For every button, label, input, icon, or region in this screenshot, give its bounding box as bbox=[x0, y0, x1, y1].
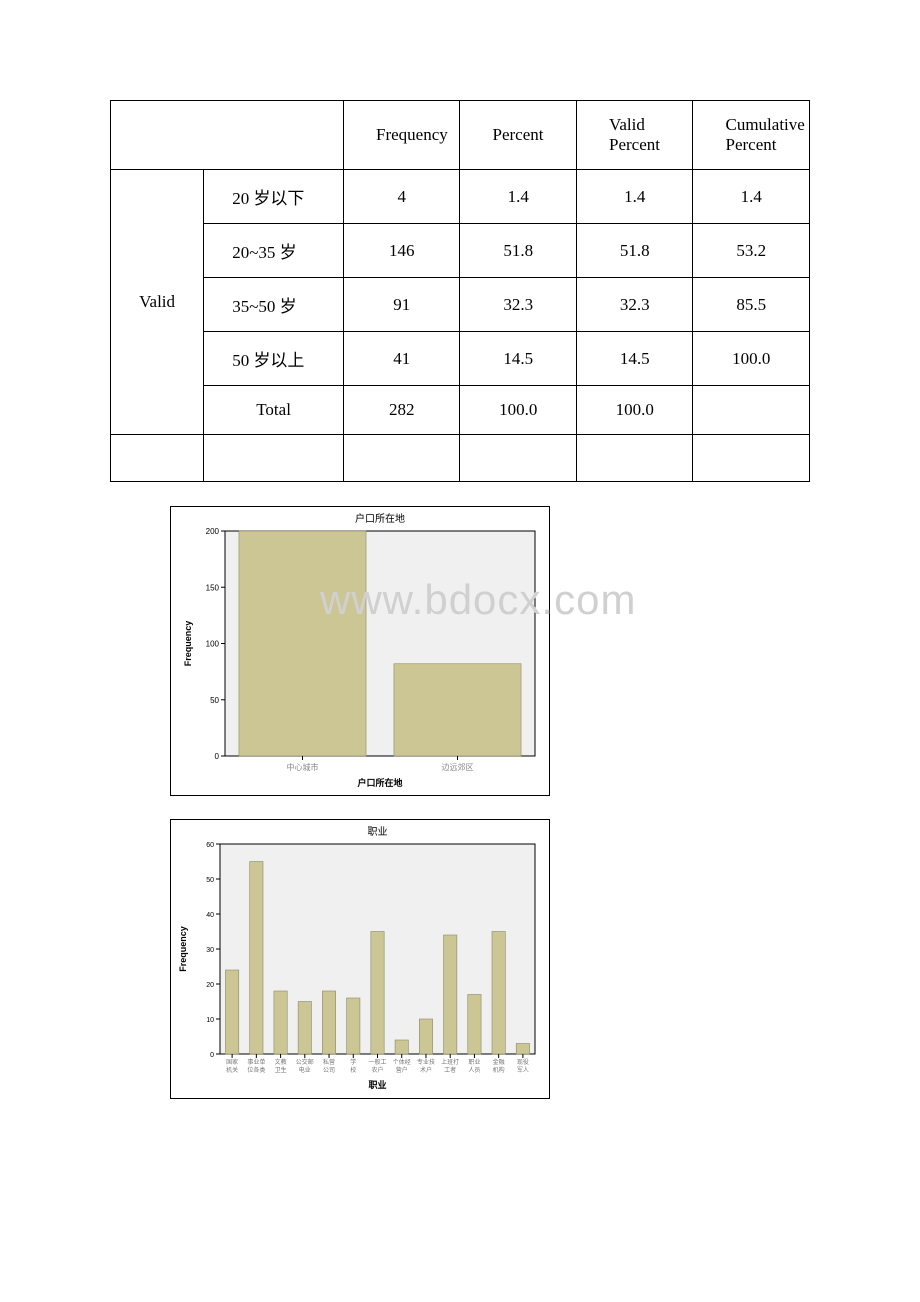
svg-text:0: 0 bbox=[210, 1052, 214, 1059]
valid-label: Valid bbox=[111, 170, 204, 435]
svg-text:术户: 术户 bbox=[420, 1066, 432, 1074]
svg-text:公司: 公司 bbox=[323, 1067, 335, 1074]
svg-text:0: 0 bbox=[215, 752, 220, 761]
svg-text:私营: 私营 bbox=[323, 1058, 335, 1066]
svg-text:10: 10 bbox=[206, 1017, 214, 1024]
cell-freq: 146 bbox=[343, 224, 460, 278]
svg-text:现役: 现役 bbox=[517, 1058, 529, 1066]
svg-text:职业: 职业 bbox=[468, 1058, 480, 1066]
document-page: Frequency Percent Valid Percent Cumulati… bbox=[0, 0, 920, 1164]
col-percent: Percent bbox=[460, 101, 577, 170]
svg-text:专业技: 专业技 bbox=[417, 1058, 435, 1066]
frequency-table: Frequency Percent Valid Percent Cumulati… bbox=[110, 100, 810, 482]
svg-text:户口所在地: 户口所在地 bbox=[355, 512, 405, 525]
cell-freq: 4 bbox=[343, 170, 460, 224]
svg-text:边远郊区: 边远郊区 bbox=[442, 762, 474, 772]
svg-text:Frequency: Frequency bbox=[178, 926, 188, 972]
svg-text:40: 40 bbox=[206, 912, 214, 919]
table-row: Valid 20 岁以下 4 1.4 1.4 1.4 bbox=[111, 170, 810, 224]
cell-pct: 51.8 bbox=[460, 224, 577, 278]
svg-text:电业: 电业 bbox=[299, 1066, 311, 1074]
svg-text:一般工: 一般工 bbox=[368, 1058, 386, 1066]
cell-cpct: 53.2 bbox=[693, 224, 810, 278]
cell-cpct bbox=[693, 386, 810, 435]
svg-text:个体经: 个体经 bbox=[393, 1058, 411, 1066]
svg-text:上班打: 上班打 bbox=[441, 1058, 459, 1066]
svg-text:卫生: 卫生 bbox=[275, 1066, 287, 1074]
cell-vpct: 100.0 bbox=[576, 386, 693, 435]
svg-text:位各类: 位各类 bbox=[247, 1066, 265, 1074]
row-label: 35~50 岁 bbox=[204, 278, 344, 332]
svg-text:150: 150 bbox=[206, 583, 220, 592]
cell-pct: 32.3 bbox=[460, 278, 577, 332]
row-label: 50 岁以上 bbox=[204, 332, 344, 386]
svg-text:学: 学 bbox=[350, 1058, 356, 1066]
svg-text:人员: 人员 bbox=[468, 1067, 480, 1074]
table-row: 20~35 岁 146 51.8 51.8 53.2 bbox=[111, 224, 810, 278]
svg-text:机关: 机关 bbox=[226, 1066, 238, 1074]
svg-text:国家: 国家 bbox=[226, 1058, 238, 1066]
svg-text:军人: 军人 bbox=[517, 1067, 529, 1074]
svg-text:50: 50 bbox=[206, 877, 214, 884]
chart-occupation: 职业 0 10 20 30 40 50 60 Frequency 国家机关 事业单位各类 文教卫生 公交… bbox=[170, 819, 810, 1104]
cell-cpct: 85.5 bbox=[693, 278, 810, 332]
cell-freq: 282 bbox=[343, 386, 460, 435]
row-label: 20~35 岁 bbox=[204, 224, 344, 278]
cell-freq: 91 bbox=[343, 278, 460, 332]
col-frequency: Frequency bbox=[343, 101, 460, 170]
table-row: Total 282 100.0 100.0 bbox=[111, 386, 810, 435]
svg-text:营户: 营户 bbox=[396, 1066, 408, 1074]
col-cumulative-percent: Cumulative Percent bbox=[693, 101, 810, 170]
table-row: 50 岁以上 41 14.5 14.5 100.0 bbox=[111, 332, 810, 386]
cell-cpct: 1.4 bbox=[693, 170, 810, 224]
svg-text:工者: 工者 bbox=[444, 1067, 456, 1074]
svg-text:中心城市: 中心城市 bbox=[287, 762, 319, 772]
table-row: 35~50 岁 91 32.3 32.3 85.5 bbox=[111, 278, 810, 332]
svg-text:校: 校 bbox=[350, 1066, 356, 1074]
svg-text:公交邮: 公交邮 bbox=[296, 1058, 314, 1066]
svg-text:文教: 文教 bbox=[275, 1058, 287, 1066]
svg-text:Frequency: Frequency bbox=[183, 621, 193, 667]
svg-text:60: 60 bbox=[206, 842, 214, 849]
svg-text:100: 100 bbox=[206, 640, 220, 649]
cell-vpct: 14.5 bbox=[576, 332, 693, 386]
cell-freq: 41 bbox=[343, 332, 460, 386]
cell-vpct: 51.8 bbox=[576, 224, 693, 278]
svg-text:金融: 金融 bbox=[493, 1058, 505, 1066]
svg-text:机构: 机构 bbox=[493, 1066, 505, 1074]
svg-text:200: 200 bbox=[206, 527, 220, 536]
cell-pct: 14.5 bbox=[460, 332, 577, 386]
cell-vpct: 32.3 bbox=[576, 278, 693, 332]
cell-pct: 1.4 bbox=[460, 170, 577, 224]
svg-text:农户: 农户 bbox=[371, 1066, 383, 1074]
cell-vpct: 1.4 bbox=[576, 170, 693, 224]
table-header-row: Frequency Percent Valid Percent Cumulati… bbox=[111, 101, 810, 170]
table-empty-row bbox=[111, 435, 810, 482]
svg-text:事业单: 事业单 bbox=[247, 1058, 265, 1066]
cell-pct: 100.0 bbox=[460, 386, 577, 435]
svg-text:20: 20 bbox=[206, 982, 214, 989]
col-valid-percent: Valid Percent bbox=[576, 101, 693, 170]
svg-text:职业: 职业 bbox=[368, 826, 388, 838]
row-label: Total bbox=[204, 386, 344, 435]
svg-text:30: 30 bbox=[206, 947, 214, 954]
svg-text:职业: 职业 bbox=[368, 1079, 386, 1090]
chart1-svg: 户口所在地050100150200Frequency中心城市边远郊区户口所在地 bbox=[170, 506, 550, 796]
row-label: 20 岁以下 bbox=[204, 170, 344, 224]
svg-text:户口所在地: 户口所在地 bbox=[357, 777, 402, 788]
cell-cpct: 100.0 bbox=[693, 332, 810, 386]
svg-text:50: 50 bbox=[210, 696, 219, 705]
chart-household-location: www.bdocx.com 户口所在地050100150200Frequency… bbox=[170, 506, 810, 801]
chart2-svg: 职业 0 10 20 30 40 50 60 Frequency 国家机关 事业单位各类 文教卫生 公交… bbox=[170, 819, 550, 1099]
